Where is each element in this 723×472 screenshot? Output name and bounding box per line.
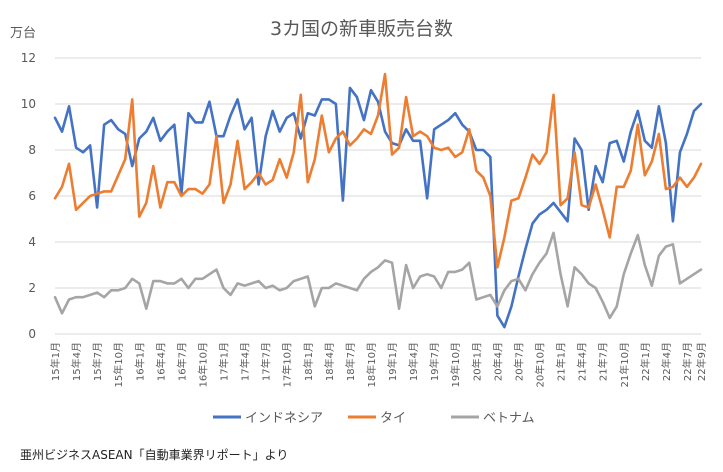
series-lines <box>53 72 703 329</box>
y-tick-label: 10 <box>21 97 36 111</box>
x-tick-label: 22年1月 <box>639 342 652 381</box>
x-tick-label: 21年1月 <box>555 342 568 381</box>
x-tick-label: 16年4月 <box>154 342 167 381</box>
legend-label: タイ <box>380 411 406 426</box>
legend: インドネシア タイ ベトナム <box>213 411 535 426</box>
legend-label: ベトナム <box>483 411 535 426</box>
x-tick-label: 15年4月 <box>70 342 83 381</box>
y-tick-label: 4 <box>28 235 36 249</box>
chart-title: 3カ国の新車販売台数 <box>269 18 454 40</box>
y-axis-unit-label: 万台 <box>10 26 37 41</box>
y-tick-label: 2 <box>28 281 36 295</box>
x-tick-label: 20年4月 <box>491 342 504 381</box>
x-tick-label: 17年7月 <box>260 342 273 381</box>
x-tick-label: 21年7月 <box>597 342 610 381</box>
x-tick-label: 18年10月 <box>365 342 378 387</box>
y-axis-ticks: 0 2 4 6 8 10 12 <box>21 51 36 341</box>
x-tick-label: 18年1月 <box>302 342 315 381</box>
x-tick-label: 19年7月 <box>428 342 441 381</box>
x-tick-label: 22年9月 <box>695 342 708 381</box>
y-tick-label: 8 <box>28 143 36 157</box>
x-tick-label: 21年10月 <box>618 342 631 387</box>
x-tick-label: 20年10月 <box>534 342 547 387</box>
x-tick-label: 16年7月 <box>175 342 188 381</box>
source-note: 亜州ビジネスASEAN「自動車業界リポート」より <box>20 448 289 462</box>
x-tick-label: 15年10月 <box>112 342 125 387</box>
x-tick-label: 18年4月 <box>323 342 336 381</box>
x-tick-label: 17年1月 <box>218 342 231 381</box>
x-tick-label: 19年1月 <box>386 342 399 381</box>
legend-label: インドネシア <box>245 411 323 426</box>
x-tick-label: 17年4月 <box>239 342 252 381</box>
series-line-0 <box>53 86 703 329</box>
series-line-2 <box>53 231 703 320</box>
x-tick-label: 19年10月 <box>449 342 462 387</box>
x-tick-label: 22年7月 <box>681 342 694 381</box>
x-tick-label: 15年1月 <box>49 342 62 381</box>
y-tick-label: 12 <box>21 51 36 65</box>
x-tick-label: 21年4月 <box>576 342 589 381</box>
x-tick-label: 15年7月 <box>91 342 104 381</box>
x-tick-label: 16年1月 <box>133 342 146 381</box>
x-tick-label: 19年4月 <box>407 342 420 381</box>
x-tick-label: 17年10月 <box>281 342 294 387</box>
x-tick-label: 22年4月 <box>660 342 673 381</box>
y-tick-label: 0 <box>28 327 36 341</box>
x-tick-label: 20年1月 <box>470 342 483 381</box>
y-tick-label: 6 <box>28 189 36 203</box>
x-axis-ticks: 15年1月 15年4月 15年7月 15年10月 16年1月 16年4月 16年7月 16年1… <box>49 342 708 387</box>
x-tick-label: 18年7月 <box>344 342 357 381</box>
series-line-1 <box>53 72 703 269</box>
x-tick-label: 20年7月 <box>512 342 525 381</box>
x-tick-label: 16年10月 <box>196 342 209 387</box>
